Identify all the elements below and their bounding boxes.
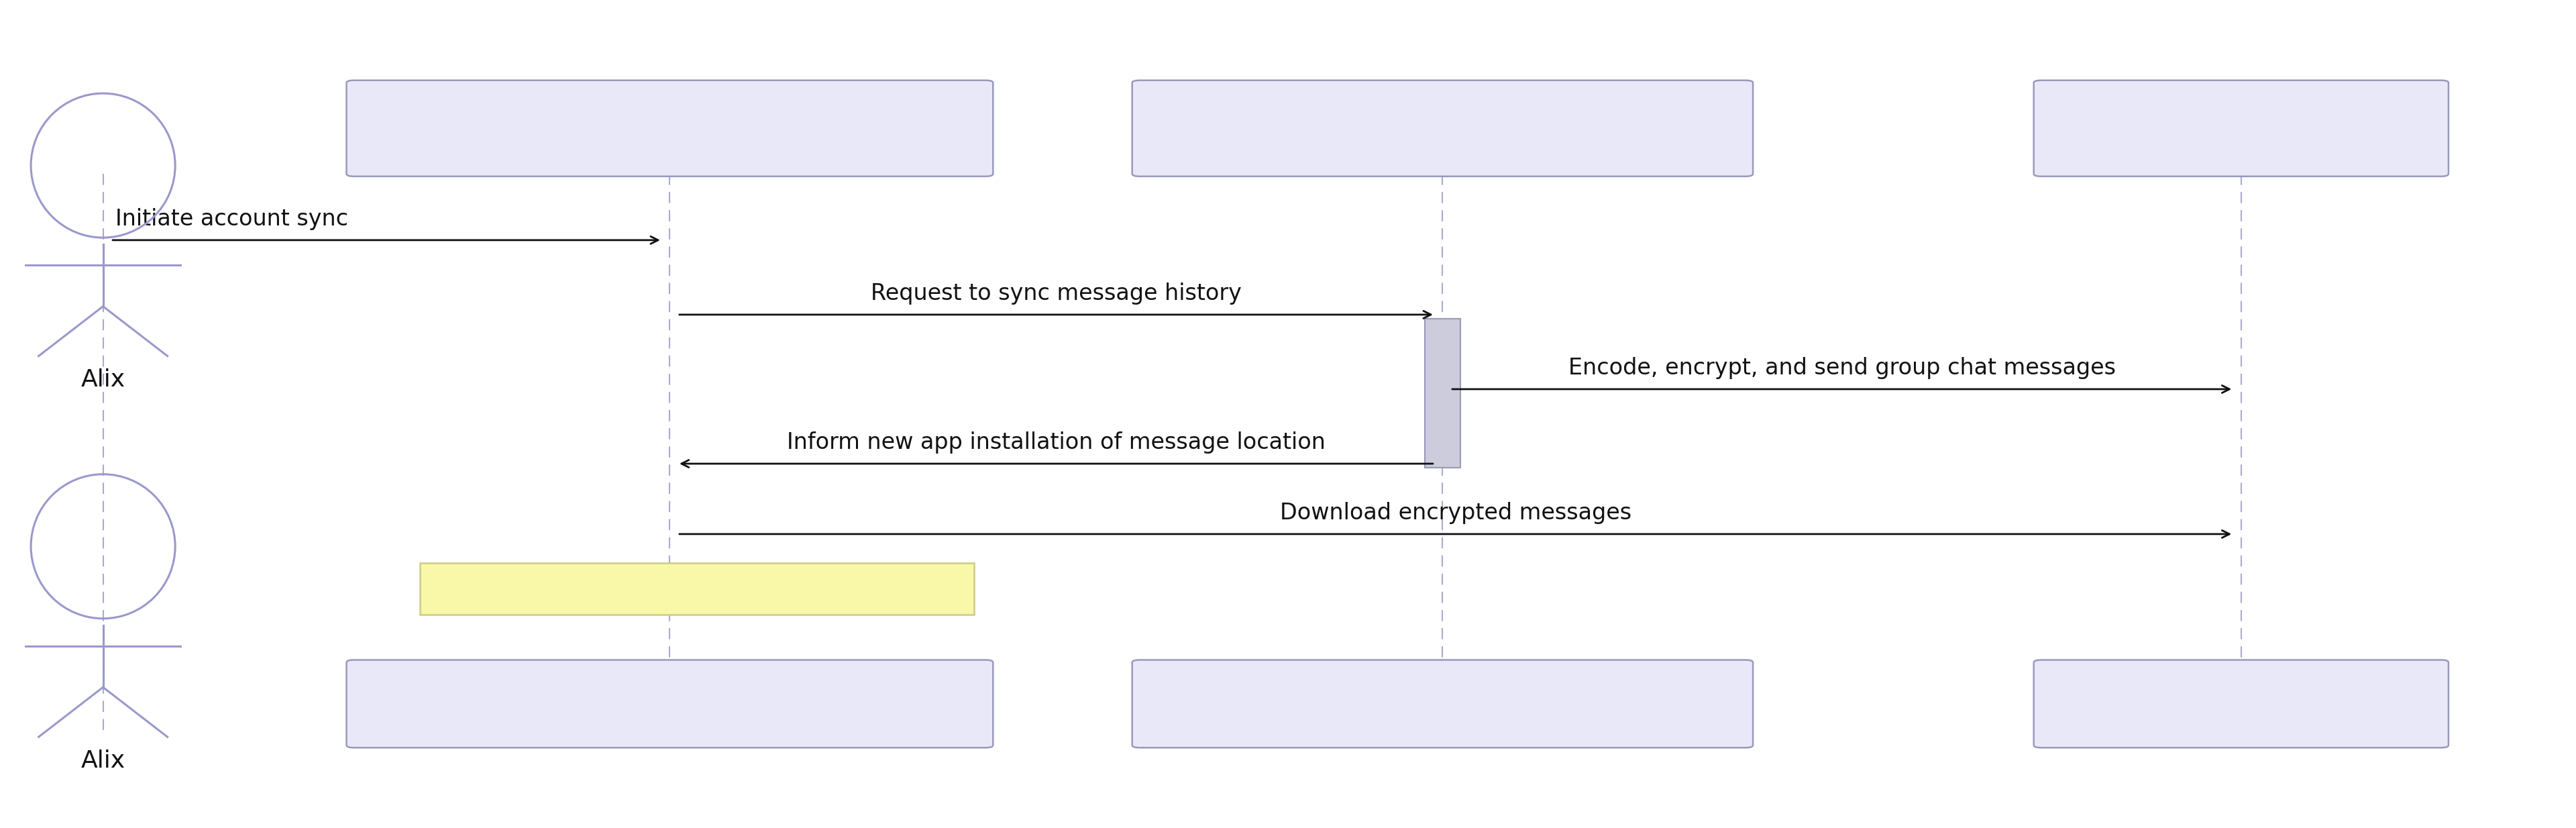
- FancyBboxPatch shape: [1425, 319, 1461, 468]
- FancyBboxPatch shape: [1133, 80, 1754, 176]
- Text: Message history server: Message history server: [2099, 692, 2383, 715]
- Text: Message history server: Message history server: [2099, 117, 2383, 140]
- Text: Alix's old app install - inbox 1/client A: Alix's old app install - inbox 1/client …: [1216, 692, 1669, 715]
- Text: Insert messages into local DB: Insert messages into local DB: [495, 577, 899, 600]
- FancyBboxPatch shape: [345, 660, 992, 748]
- FancyBboxPatch shape: [2035, 80, 2447, 176]
- Text: Alix: Alix: [80, 368, 126, 392]
- FancyBboxPatch shape: [2035, 660, 2447, 748]
- Text: Inform new app installation of message location: Inform new app installation of message l…: [786, 431, 1327, 454]
- Text: Alix: Alix: [80, 749, 126, 773]
- Text: Alix's old app install - inbox 1/client A: Alix's old app install - inbox 1/client …: [1216, 117, 1669, 140]
- Text: Encode, encrypt, and send group chat messages: Encode, encrypt, and send group chat mes…: [1569, 357, 2115, 379]
- FancyBboxPatch shape: [345, 80, 992, 176]
- Text: Alix's new app install - inbox 1/client B: Alix's new app install - inbox 1/client …: [435, 692, 904, 715]
- Text: Download encrypted messages: Download encrypted messages: [1280, 502, 1631, 524]
- FancyBboxPatch shape: [420, 563, 974, 614]
- Text: Alix's new app install - inbox 1/client B: Alix's new app install - inbox 1/client …: [435, 117, 904, 140]
- FancyBboxPatch shape: [1133, 660, 1754, 748]
- Text: Request to sync message history: Request to sync message history: [871, 282, 1242, 305]
- Text: Initiate account sync: Initiate account sync: [116, 208, 348, 230]
